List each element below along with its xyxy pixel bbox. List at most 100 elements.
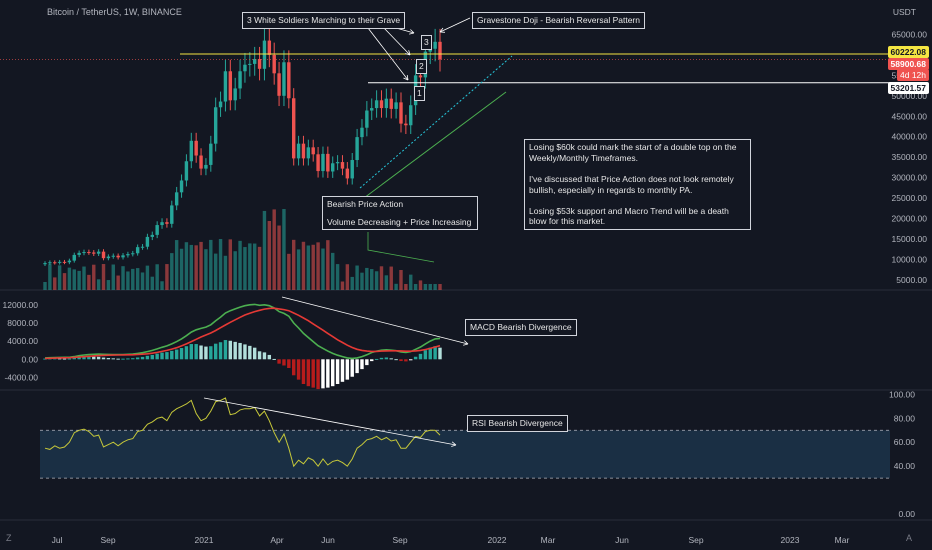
macd-histogram-bar	[262, 352, 267, 360]
candle-body	[374, 100, 379, 109]
candle-body	[345, 168, 350, 179]
volume-bar	[218, 239, 223, 290]
macd-histogram-bar	[355, 359, 359, 374]
macd-histogram-bar	[409, 359, 413, 361]
candle-body	[77, 252, 81, 255]
candle-body	[277, 73, 281, 96]
candle-body	[365, 110, 369, 128]
candle-body	[121, 255, 125, 258]
bearish-pa-annotation[interactable]: Bearish Price Action Volume Decreasing +…	[322, 196, 478, 231]
volume-bar	[238, 240, 242, 290]
candle-body	[306, 147, 311, 159]
macd-divergence-arrow	[281, 296, 469, 345]
candle-body	[43, 263, 47, 265]
commentary-annotation[interactable]: Losing $60k could mark the start of a do…	[524, 139, 751, 230]
volume-bar	[228, 239, 233, 290]
rsi-tick-label: 80.00	[894, 413, 916, 423]
doji-annotation[interactable]: Gravestone Doji - Bearish Reversal Patte…	[472, 12, 645, 29]
volume-bar	[301, 241, 306, 290]
candle-body	[252, 58, 257, 64]
volume-bar	[111, 264, 115, 290]
support-price-tag: 53201.57	[887, 82, 929, 94]
x-tick-label: 2023	[781, 535, 800, 545]
price-tick-label: 15000.00	[892, 234, 928, 244]
symbol-title: Bitcoin / TetherUS, 1W, BINANCE	[47, 7, 182, 17]
volume-bar	[92, 264, 96, 290]
macd-histogram-bar	[121, 358, 125, 360]
currency-label[interactable]: USDT	[892, 7, 916, 17]
volume-bar	[199, 241, 203, 290]
candle-body	[92, 252, 96, 254]
x-tick-label: 2022	[488, 535, 507, 545]
macd-histogram-bar	[404, 359, 408, 362]
volume-bar	[379, 266, 384, 290]
candle-body	[223, 71, 228, 102]
volume-bar	[160, 281, 164, 290]
rsi-tick-label: 40.00	[894, 461, 916, 471]
volume-bar	[262, 210, 267, 290]
macd-histogram-bar	[252, 347, 257, 360]
candle-body	[418, 75, 423, 78]
macd-divergence-arrow-head	[463, 340, 469, 346]
volume-bar	[150, 276, 154, 290]
candle-body	[116, 255, 120, 258]
macd-histogram-bar	[140, 356, 145, 360]
soldiers-annotation[interactable]: 3 White Soldiers Marching to their Grave	[242, 12, 406, 29]
macd-histogram-bar	[306, 359, 311, 387]
macd-histogram-bar	[209, 346, 213, 360]
macd-histogram-bar	[218, 342, 223, 360]
auto-scale-icon[interactable]: A	[906, 533, 913, 543]
macd-histogram-bar	[228, 340, 233, 360]
candle-body	[126, 254, 130, 256]
doji-arrow-head	[439, 27, 446, 33]
volume-bar	[213, 253, 218, 290]
candle-body	[72, 254, 76, 261]
volume-bar	[345, 264, 350, 290]
macd-histogram-bar	[223, 340, 228, 360]
macd-histogram-bar	[384, 357, 389, 360]
candle-body	[409, 105, 413, 126]
macd-histogram-bar	[291, 359, 296, 376]
candle-body	[53, 262, 57, 264]
volume-bar	[126, 271, 130, 290]
volume-bar	[423, 284, 428, 290]
bearish-pa-subtitle: Volume Decreasing + Price Increasing	[327, 216, 472, 227]
bearish-pa-title: Bearish Price Action	[327, 199, 404, 209]
volume-bar	[87, 274, 91, 290]
volume-bar	[62, 273, 67, 290]
x-tick-label: Sep	[100, 535, 115, 545]
macd-histogram-bar	[301, 359, 306, 384]
resistance-price-tag: 60222.08	[887, 46, 929, 58]
candle-body	[87, 252, 91, 254]
macd-histogram-bar	[238, 342, 242, 360]
macd-histogram-bar	[160, 352, 164, 360]
rsi-divergence-annotation[interactable]: RSI Bearish Divergence	[467, 415, 568, 432]
macd-histogram-bar	[126, 358, 130, 360]
candle-body	[174, 192, 179, 206]
rsi-tick-label: 100.00	[889, 389, 915, 399]
x-tick-label: Jun	[615, 535, 629, 545]
candle-body	[350, 160, 354, 179]
candle-body	[179, 180, 184, 193]
macd-histogram-bar	[204, 346, 208, 360]
macd-histogram-bar	[423, 350, 428, 360]
volume-bar	[194, 245, 198, 290]
volume-bar	[384, 275, 389, 290]
volume-bar	[370, 269, 374, 290]
macd-histogram-bar	[374, 358, 379, 360]
macd-tick-label: 4000.00	[7, 336, 38, 346]
macd-histogram-bar	[433, 346, 437, 360]
price-tick-label: 10000.00	[892, 254, 928, 264]
candle-body	[291, 98, 296, 159]
x-tick-label: Jun	[321, 535, 335, 545]
macd-divergence-annotation[interactable]: MACD Bearish Divergence	[465, 319, 577, 336]
candle-body	[272, 54, 276, 74]
timezone-icon[interactable]: Z	[6, 533, 12, 543]
volume-bar	[204, 249, 208, 290]
rsi-tick-label: 0.00	[898, 509, 915, 519]
rsi-divergence-arrow	[203, 397, 457, 446]
price-tick-label: 30000.00	[892, 173, 928, 183]
volume-bar	[374, 271, 379, 290]
price-tick-label: 25000.00	[892, 193, 928, 203]
